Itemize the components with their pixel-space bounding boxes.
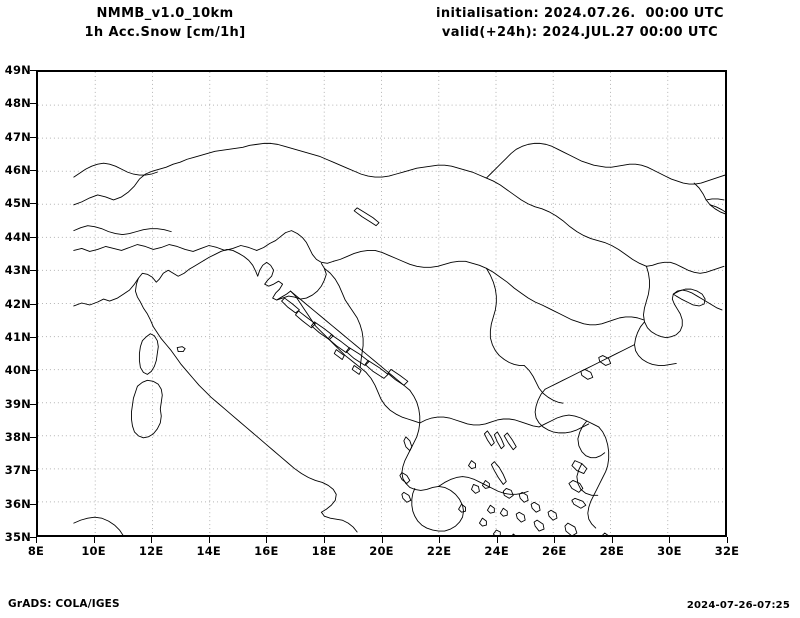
y-axis-tick-mark (30, 203, 36, 205)
x-axis-tick-mark (381, 537, 383, 543)
x-axis-tick-mark (554, 537, 556, 543)
x-axis-tick-mark (669, 537, 671, 543)
x-axis-tick-mark (611, 537, 613, 543)
render-timestamp: 2024-07-26-07:25 (686, 600, 790, 611)
y-axis-tick-mark (30, 470, 36, 472)
y-axis-tick-label: 36N (4, 496, 31, 511)
y-axis-tick-mark (30, 170, 36, 172)
x-axis-tick-label: 32E (714, 544, 740, 558)
y-axis-tick-mark (30, 236, 36, 238)
x-axis-tick-mark (93, 537, 95, 543)
variable-subtitle: 1h Acc.Snow [cm/1h] (84, 25, 246, 40)
x-axis-tick-label: 18E (311, 544, 337, 558)
y-axis-tick-label: 44N (4, 229, 31, 244)
y-axis-tick-label: 38N (4, 429, 31, 444)
y-axis-tick-label: 46N (4, 163, 31, 178)
x-axis-tick-mark (323, 537, 325, 543)
y-axis-tick-mark (30, 103, 36, 105)
y-axis-tick-mark (30, 436, 36, 438)
y-axis-tick-mark (30, 270, 36, 272)
y-axis-tick-mark (30, 303, 36, 305)
y-axis-tick-label: 49N (4, 63, 31, 77)
map-geography (73, 142, 725, 535)
map-plot-frame (36, 70, 727, 537)
y-axis-tick-label: 37N (4, 463, 31, 478)
y-axis-tick-label: 35N (4, 530, 31, 544)
model-title: NMMB_v1.0_10km (96, 6, 234, 21)
map-canvas (38, 72, 725, 535)
x-axis-tick-label: 10E (81, 544, 106, 558)
header-right-block: initialisation: 2024.07.26. 00:00 UTC va… (400, 4, 760, 42)
x-axis-tick-label: 20E (369, 544, 394, 558)
y-axis-tick-label: 41N (4, 329, 31, 344)
x-axis-tick-label: 22E (426, 544, 452, 558)
x-axis-tick-label: 12E (138, 544, 164, 558)
x-axis-tick-label: 14E (196, 544, 221, 558)
y-axis-tick-label: 47N (4, 129, 31, 144)
x-axis-tick-label: 30E (657, 544, 682, 558)
x-axis-tick-label: 16E (254, 544, 279, 558)
x-axis-tick-mark (36, 537, 37, 543)
valid-time: valid(+24h): 2024.JUL.27 00:00 UTC (441, 25, 719, 40)
y-axis-tick-label: 45N (4, 196, 31, 211)
grads-credit: GrADS: COLA/IGES (8, 598, 120, 610)
y-axis-tick-label: 43N (4, 263, 31, 278)
y-axis-tick-mark (30, 537, 36, 538)
y-axis-tick-mark (30, 403, 36, 405)
y-axis-tick-mark (30, 503, 36, 505)
x-axis-tick-mark (439, 537, 441, 543)
x-axis-tick-label: 8E (27, 544, 45, 558)
x-axis-tick-label: 26E (542, 544, 567, 558)
y-axis-tick-mark (30, 370, 36, 372)
y-axis-tick-label: 40N (4, 363, 31, 378)
y-axis-tick-label: 48N (4, 96, 31, 111)
x-axis-tick-mark (151, 537, 153, 543)
y-axis-tick-mark (30, 70, 36, 71)
y-axis-tick-mark (30, 336, 36, 338)
x-axis-tick-mark (727, 537, 728, 543)
header-left-block: NMMB_v1.0_10km 1h Acc.Snow [cm/1h] (0, 4, 330, 42)
x-axis-tick-mark (496, 537, 498, 543)
x-axis-tick-label: 24E (484, 544, 509, 558)
y-axis-tick-mark (30, 136, 36, 138)
x-axis-tick-mark (266, 537, 268, 543)
y-axis-tick-label: 39N (4, 396, 31, 411)
y-axis-tick-label: 42N (4, 296, 31, 311)
initialisation-time: initialisation: 2024.07.26. 00:00 UTC (436, 6, 724, 21)
x-axis-tick-label: 28E (599, 544, 625, 558)
x-axis-tick-mark (208, 537, 210, 543)
